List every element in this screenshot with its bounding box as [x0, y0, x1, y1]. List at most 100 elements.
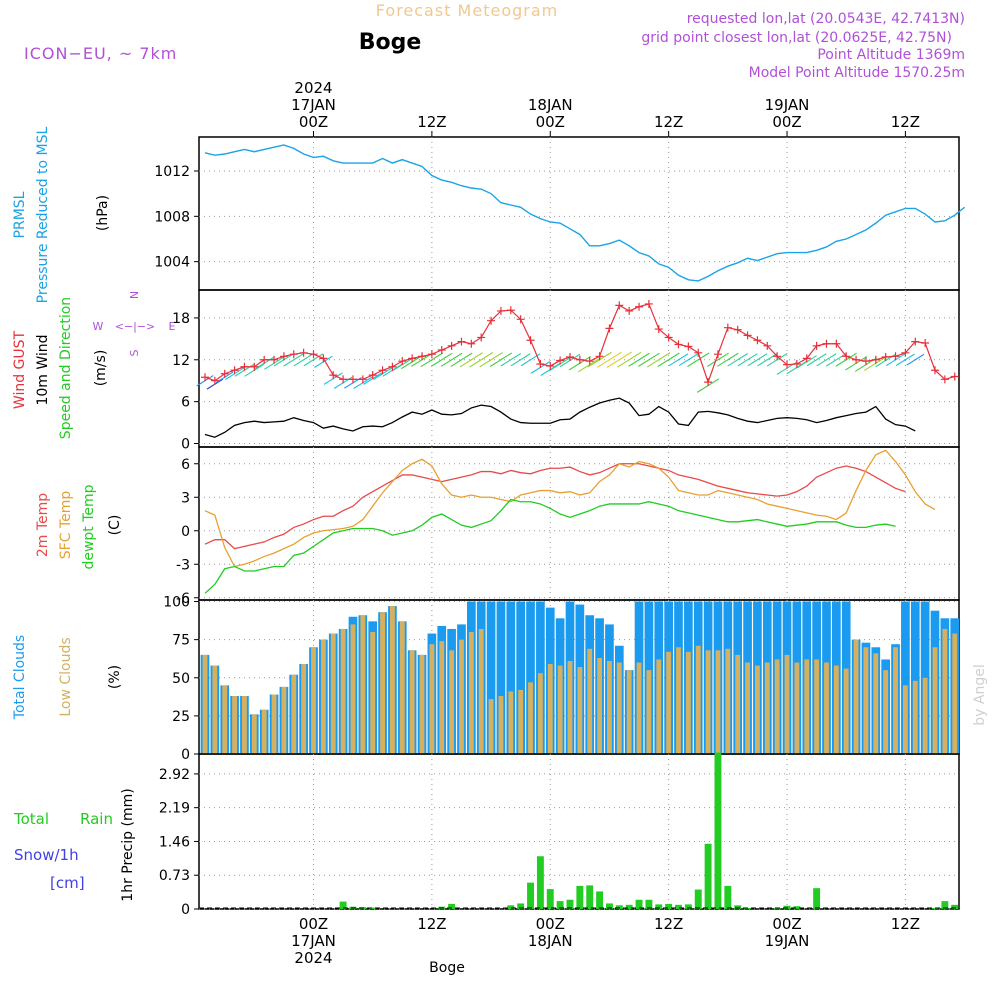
compass-icon: N W E S <−|−>: [93, 291, 176, 357]
gust-point: [565, 352, 574, 361]
gust-point: [270, 355, 279, 364]
gust-point: [644, 299, 653, 308]
bar-rain: [655, 904, 663, 909]
bar-low-cloud: [883, 670, 889, 754]
bar-rain: [596, 891, 604, 909]
wind-arrow-icon: [500, 353, 522, 367]
gust-point: [881, 352, 890, 361]
gust-point: [289, 350, 298, 359]
y-tick-label: 0: [181, 747, 190, 763]
y-tick-label: 12: [172, 353, 190, 369]
gust-point: [506, 306, 515, 315]
bar-low-cloud: [518, 689, 524, 754]
bar-low-cloud: [350, 624, 356, 754]
wind-arrow-icon: [806, 353, 827, 367]
bar-rain: [714, 752, 722, 909]
gust-point: [408, 354, 417, 363]
series-line-t2m: [204, 463, 906, 550]
gust-point: [220, 369, 229, 378]
gust-point: [279, 352, 288, 361]
wind-arrow-icon: [489, 352, 513, 367]
svg-text:<−|−>: <−|−>: [115, 320, 156, 333]
top-time-label: 18JAN: [528, 96, 573, 114]
bar-total-cloud: [486, 601, 496, 754]
bar-rain: [813, 888, 821, 909]
bar-low-cloud: [370, 632, 376, 754]
bar-low-cloud: [449, 650, 455, 754]
chart-title: Forecast Meteogram: [376, 1, 558, 20]
bar-low-cloud: [912, 680, 918, 754]
bar-rain: [566, 899, 574, 909]
top-time-label: 2024: [294, 79, 332, 97]
bottom-time-label: 2024: [294, 949, 332, 967]
gust-point: [536, 359, 545, 368]
wind-dir-label: Speed and Direction: [58, 297, 74, 439]
gust-point: [891, 352, 900, 361]
bar-rain: [931, 908, 939, 909]
gust-point: [418, 352, 427, 361]
bar-low-cloud: [794, 662, 800, 754]
gust-point: [950, 372, 959, 381]
gust-point: [812, 341, 821, 350]
bottom-time-label: 17JAN: [291, 932, 336, 950]
bar-low-cloud: [833, 665, 839, 754]
gust-point: [773, 352, 782, 361]
bottom-time-label: 00Z: [536, 915, 565, 933]
wind-arrow-icon: [687, 352, 710, 367]
gust-point: [250, 362, 259, 371]
y-tick-label: 75: [172, 633, 190, 649]
top-time-label: 00Z: [772, 113, 801, 131]
gust-point: [605, 324, 614, 333]
wind-arrow-icon: [757, 353, 778, 367]
y-tick-label: 50: [172, 671, 190, 687]
bar-low-cloud: [232, 696, 238, 754]
bar-low-cloud: [597, 657, 603, 754]
bottom-time-label: 00Z: [772, 915, 801, 933]
gust-point: [585, 357, 594, 366]
bar-rain: [625, 904, 633, 909]
gust-point: [704, 378, 713, 387]
wind-arrow-icon: [430, 352, 453, 367]
gust-point: [299, 348, 308, 357]
bar-rain: [941, 901, 949, 909]
panel-wind: 0 6 12 18: [172, 289, 960, 453]
bar-rain: [773, 908, 781, 909]
bar-total-cloud: [506, 601, 516, 754]
bar-total-cloud: [516, 601, 526, 754]
series-line-sfc: [204, 449, 936, 568]
bar-low-cloud: [389, 606, 395, 754]
bar-low-cloud: [764, 662, 770, 754]
bar-low-cloud: [459, 639, 464, 754]
bar-low-cloud: [587, 648, 593, 754]
wind-arrow-icon: [596, 351, 622, 368]
wind-arrow-icon: [283, 352, 305, 367]
wind-arrow-icon: [825, 352, 847, 367]
series-line-dewpt: [204, 498, 896, 594]
gust-point: [713, 350, 722, 359]
gust-point: [210, 376, 219, 385]
gust-point: [802, 354, 811, 363]
bar-rain: [675, 904, 682, 909]
bar-rain: [645, 899, 653, 909]
panel-frame: [198, 753, 960, 910]
bar-low-cloud: [656, 659, 662, 754]
gust-point: [694, 348, 703, 357]
bar-low-cloud: [528, 682, 533, 754]
gust-point: [348, 375, 357, 384]
bar-low-cloud: [902, 685, 908, 754]
bar-total-cloud: [901, 601, 910, 754]
top-time-label: 17JAN: [291, 96, 336, 114]
gust-point: [684, 342, 693, 351]
y-tick-label: -3: [176, 557, 190, 573]
bar-rain: [744, 908, 752, 909]
clouds-unit: (%): [107, 665, 123, 689]
gust-point: [398, 357, 407, 366]
clouds-total-label: Total Clouds: [12, 635, 28, 720]
bar-low-cloud: [271, 694, 277, 754]
gust-point: [615, 301, 624, 310]
bar-low-cloud: [685, 651, 691, 754]
gust-point: [783, 360, 792, 369]
wind-arrow-icon: [906, 353, 925, 366]
gust-point: [260, 355, 269, 364]
bar-low-cloud: [409, 650, 415, 754]
